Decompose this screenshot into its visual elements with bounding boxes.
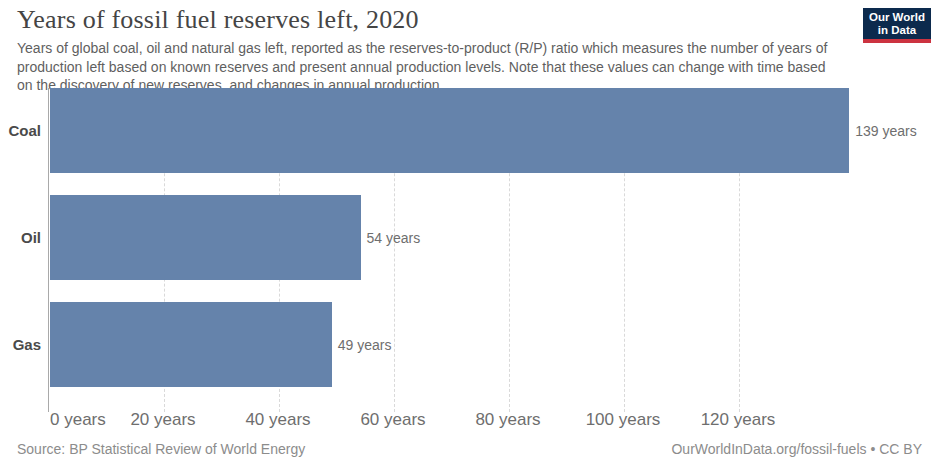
value-label-oil: 54 years — [367, 229, 421, 247]
x-tick-120: 120 years — [693, 410, 783, 430]
axis-and-labels: Coal 139 years Oil 54 years Gas 49 years 0 yea… — [0, 0, 940, 467]
value-label-gas: 49 years — [338, 336, 392, 354]
value-label-coal: 139 years — [855, 122, 916, 140]
x-tick-40: 40 years — [233, 410, 323, 430]
x-tick-20: 20 years — [118, 410, 208, 430]
chart-frame: Years of fossil fuel reserves left, 2020… — [0, 0, 940, 467]
x-tick-60: 60 years — [348, 410, 438, 430]
category-label-gas: Gas — [0, 336, 41, 354]
x-tick-0: 0 years — [50, 410, 106, 430]
category-label-coal: Coal — [0, 122, 41, 140]
x-tick-100: 100 years — [578, 410, 668, 430]
x-tick-80: 80 years — [463, 410, 553, 430]
category-label-oil: Oil — [0, 229, 41, 247]
